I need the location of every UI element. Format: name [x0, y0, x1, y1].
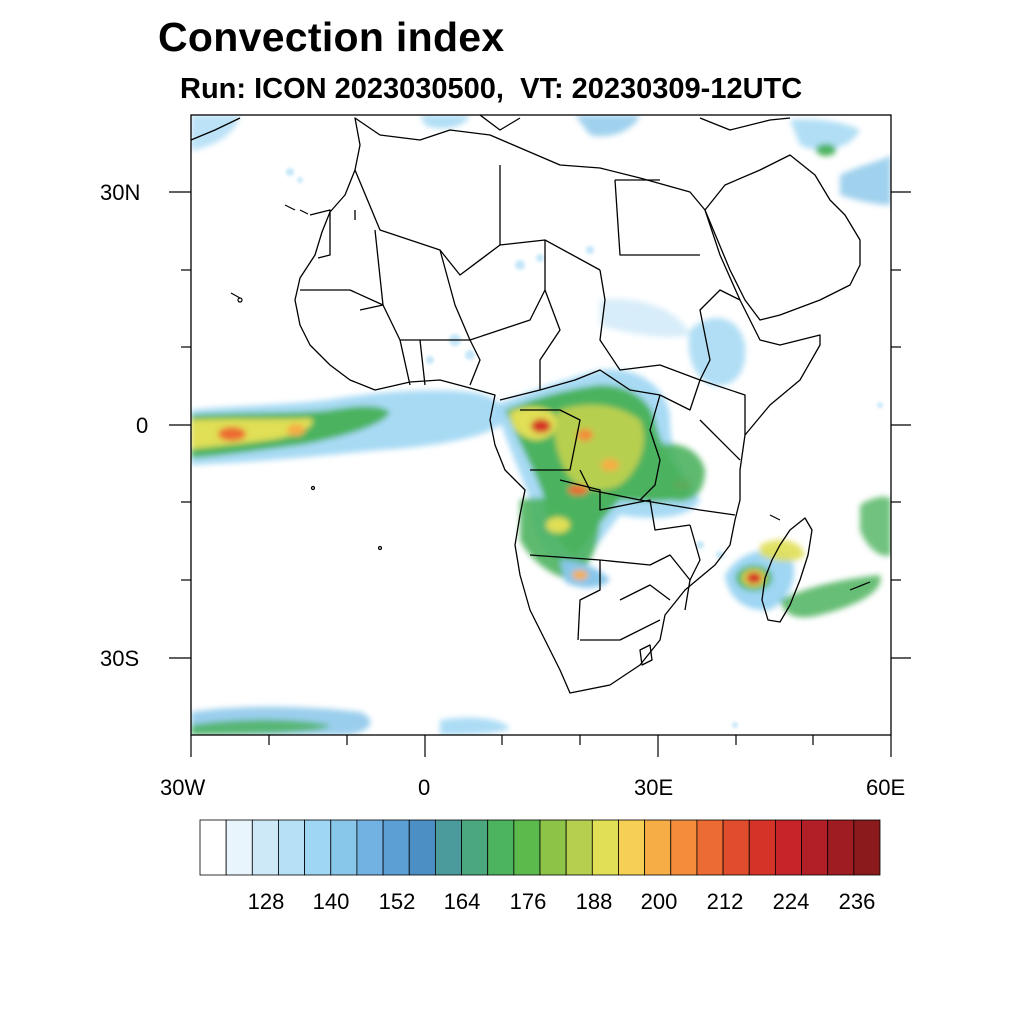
lat-tick-label: 0 [136, 413, 149, 438]
lat-tick-label: 30N [100, 180, 141, 205]
axis-ticks [169, 191, 911, 757]
colorbar-label: 236 [838, 889, 876, 914]
colorbar-box [670, 819, 698, 876]
colorbar-box [225, 819, 253, 876]
colorbar-box [199, 819, 227, 876]
colorbar-box [774, 819, 802, 876]
lon-tick-label: 30W [160, 775, 206, 800]
lon-tick-label: 60E [866, 775, 906, 800]
colorbar-box [591, 819, 619, 876]
colorbar-label: 212 [706, 889, 744, 914]
colorbar-box [539, 819, 567, 876]
convection-field [191, 115, 891, 735]
colorbar-box [513, 819, 541, 876]
lat-tick-label: 30S [100, 646, 140, 671]
colorbar-label: 188 [575, 889, 613, 914]
colorbar-box [618, 819, 646, 876]
colorbar-box [434, 819, 462, 876]
colorbar [199, 819, 881, 876]
colorbar-box [487, 819, 515, 876]
colorbar-label: 140 [312, 889, 350, 914]
colorbar-label: 176 [509, 889, 547, 914]
lon-tick-label: 0 [418, 775, 431, 800]
lon-tick-label: 30E [634, 775, 674, 800]
colorbar-box [278, 819, 306, 876]
colorbar-label: 128 [247, 889, 285, 914]
colorbar-label: 164 [443, 889, 481, 914]
colorbar-box [330, 819, 358, 876]
country-borders [191, 115, 861, 694]
colorbar-box [644, 819, 672, 876]
colorbar-label: 200 [640, 889, 678, 914]
colorbar-box [565, 819, 593, 876]
map-title: Convection index [158, 14, 505, 60]
islands [230, 204, 871, 591]
colorbar-box [748, 819, 776, 876]
colorbar-box [356, 819, 384, 876]
colorbar-box [304, 819, 332, 876]
map-subtitle: Run: ICON 2023030500, VT: 20230309-12UTC [180, 73, 803, 105]
colorbar-box [696, 819, 724, 876]
colorbar-box [408, 819, 436, 876]
colorbar-box [853, 819, 881, 876]
colorbar-label: 224 [772, 889, 810, 914]
colorbar-box [382, 819, 410, 876]
colorbar-box [461, 819, 489, 876]
colorbar-box [827, 819, 855, 876]
colorbar-box [801, 819, 829, 876]
colorbar-label: 152 [378, 889, 416, 914]
colorbar-box [722, 819, 750, 876]
colorbar-box [251, 819, 279, 876]
